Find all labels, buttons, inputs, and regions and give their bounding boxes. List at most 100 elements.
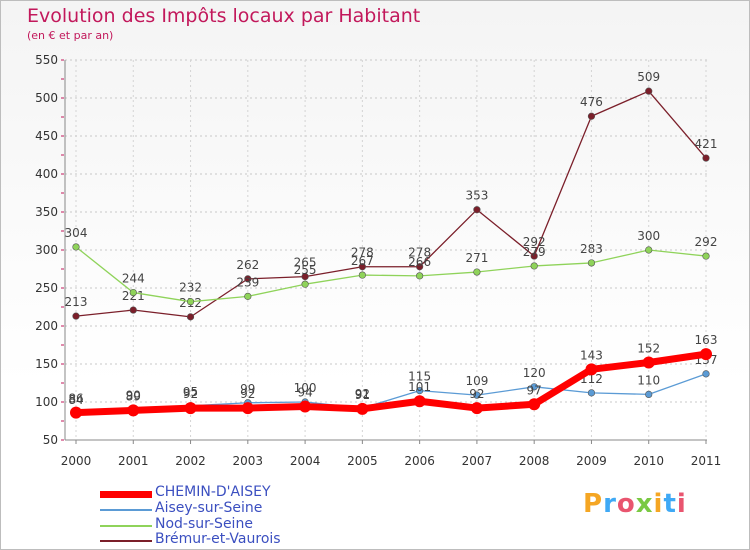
legend-swatch-chemin bbox=[100, 491, 152, 498]
x-tick-label: 2008 bbox=[519, 454, 550, 468]
data-point bbox=[72, 243, 80, 251]
data-point bbox=[184, 402, 197, 415]
data-label: 262 bbox=[236, 258, 259, 272]
data-label: 90 bbox=[126, 389, 141, 403]
data-point bbox=[473, 391, 481, 399]
data-point bbox=[127, 404, 140, 417]
legend-swatch-aisey bbox=[100, 509, 152, 511]
data-point bbox=[587, 389, 596, 397]
y-tick-label: 50 bbox=[43, 433, 58, 447]
data-label: 509 bbox=[637, 70, 660, 84]
data-label: 255 bbox=[294, 263, 317, 277]
y-tick-label: 300 bbox=[35, 243, 58, 257]
data-label: 120 bbox=[523, 366, 546, 380]
data-point bbox=[702, 154, 710, 162]
data-point bbox=[241, 402, 254, 415]
legend-label-aisey: Aisey-sur-Seine bbox=[155, 500, 263, 516]
data-point bbox=[301, 280, 309, 288]
data-label: 279 bbox=[523, 245, 546, 259]
logo-letter: i bbox=[676, 489, 687, 519]
data-point bbox=[413, 395, 426, 408]
data-label: 267 bbox=[351, 254, 374, 268]
y-tick-label: 250 bbox=[35, 281, 58, 295]
series-line bbox=[75, 246, 707, 303]
x-tick-label: 2002 bbox=[175, 454, 206, 468]
logo-letter: o bbox=[616, 489, 636, 519]
data-label: 89 bbox=[126, 389, 141, 403]
x-tick-label: 2003 bbox=[233, 454, 264, 468]
data-label: 213 bbox=[65, 295, 88, 309]
legend-swatch-nod bbox=[100, 525, 152, 527]
data-label: 94 bbox=[297, 386, 312, 400]
logo-letter: P bbox=[583, 489, 604, 519]
data-point bbox=[358, 263, 366, 271]
y-tick-label: 150 bbox=[35, 357, 58, 371]
data-label: 152 bbox=[637, 341, 660, 355]
data-point bbox=[186, 313, 195, 321]
data-label: 278 bbox=[408, 246, 431, 260]
x-tick-label: 2010 bbox=[633, 454, 664, 468]
legend-label-chemin: CHEMIN-D'AISEY bbox=[155, 484, 271, 500]
data-label: 353 bbox=[465, 189, 488, 203]
y-tick-label: 100 bbox=[35, 395, 58, 409]
data-label: 91 bbox=[355, 388, 370, 402]
data-point bbox=[416, 263, 424, 271]
data-point bbox=[530, 383, 538, 391]
proxiti-logo: Proxiti bbox=[583, 489, 687, 519]
data-label: 92 bbox=[240, 387, 255, 401]
data-point bbox=[700, 348, 712, 361]
logo-letter: t bbox=[663, 489, 677, 519]
x-tick-label: 2001 bbox=[118, 454, 149, 468]
data-point bbox=[642, 356, 655, 369]
data-point bbox=[186, 298, 195, 306]
data-label: 84 bbox=[68, 393, 83, 407]
logo-letter: r bbox=[603, 489, 617, 519]
data-label: 95 bbox=[183, 385, 198, 399]
data-label: 100 bbox=[294, 381, 317, 395]
logo-letter: x bbox=[635, 489, 654, 519]
x-tick-label: 2009 bbox=[576, 454, 607, 468]
data-point bbox=[530, 252, 538, 260]
y-tick-label: 400 bbox=[35, 167, 58, 181]
data-point bbox=[587, 259, 596, 267]
x-tick-label: 2004 bbox=[290, 454, 321, 468]
legend-swatch-bremur bbox=[100, 540, 152, 542]
data-label: 292 bbox=[523, 235, 546, 249]
data-point bbox=[702, 370, 710, 378]
data-point bbox=[358, 271, 366, 279]
data-label: 92 bbox=[469, 387, 484, 401]
y-tick-label: 350 bbox=[35, 205, 58, 219]
series-line bbox=[75, 90, 707, 318]
data-label: 110 bbox=[637, 373, 660, 387]
logo-letter: i bbox=[653, 489, 664, 519]
data-label: 143 bbox=[580, 348, 603, 362]
data-label: 239 bbox=[236, 275, 259, 289]
data-label: 292 bbox=[695, 235, 718, 249]
data-point bbox=[416, 387, 424, 395]
data-label: 92 bbox=[355, 387, 370, 401]
data-point bbox=[72, 312, 80, 320]
x-tick-label: 2005 bbox=[347, 454, 378, 468]
data-label: 163 bbox=[695, 333, 718, 347]
series-br-mur-et-vaurois: 213221212262265278278353292476509421 bbox=[65, 70, 717, 321]
data-point bbox=[645, 87, 653, 95]
data-label: 266 bbox=[408, 255, 431, 269]
data-label: 97 bbox=[527, 383, 542, 397]
data-point bbox=[702, 252, 710, 260]
x-tick-label: 2006 bbox=[404, 454, 435, 468]
y-tick-label: 200 bbox=[35, 319, 58, 333]
x-tick-label: 2007 bbox=[462, 454, 493, 468]
data-label: 232 bbox=[179, 281, 202, 295]
data-point bbox=[244, 292, 252, 300]
legend-label-bremur: Brémur-et-Vaurois bbox=[155, 531, 281, 547]
chart-subtitle: (en € et par an) bbox=[27, 29, 114, 42]
data-point bbox=[129, 306, 137, 314]
data-point bbox=[528, 398, 541, 411]
data-label: 244 bbox=[122, 272, 145, 286]
data-point bbox=[470, 402, 483, 415]
data-point bbox=[301, 273, 309, 281]
legend-label-nod: Nod-sur-Seine bbox=[155, 516, 253, 532]
series-line bbox=[75, 350, 707, 417]
data-point bbox=[585, 363, 598, 376]
